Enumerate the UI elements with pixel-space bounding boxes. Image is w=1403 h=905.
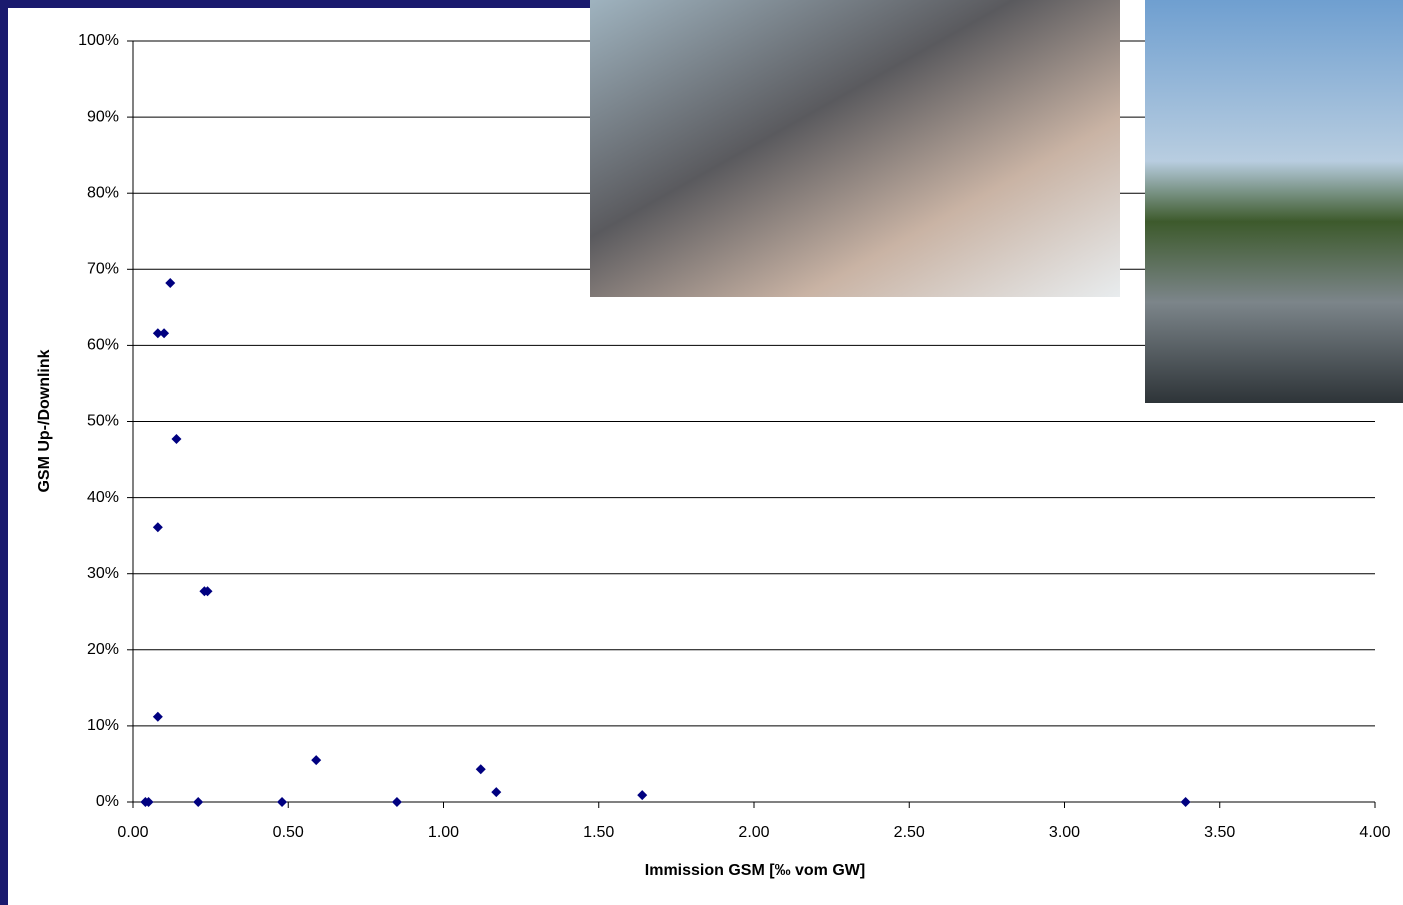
y-tick-label: 20%: [87, 641, 119, 658]
data-point: [202, 586, 213, 597]
y-tick-label: 10%: [87, 717, 119, 734]
data-point: [171, 434, 182, 445]
y-tick-label: 80%: [87, 184, 119, 201]
y-tick-label: 50%: [87, 413, 119, 430]
y-tick-label: 70%: [87, 261, 119, 278]
x-tick-label: 3.00: [1049, 824, 1080, 841]
x-tick-label: 3.50: [1204, 824, 1235, 841]
slide-border: [0, 0, 8, 905]
x-tick-label: 2.00: [738, 824, 769, 841]
x-tick-label: 2.50: [894, 824, 925, 841]
data-point: [475, 764, 486, 775]
data-point: [143, 797, 154, 807]
data-point: [277, 797, 288, 807]
y-axis-title: GSM Up-/Downlink: [36, 349, 53, 492]
data-point: [311, 755, 322, 766]
data-point: [637, 790, 648, 801]
x-tick-label: 0.50: [273, 824, 304, 841]
data-point: [1180, 797, 1191, 807]
data-point: [491, 787, 502, 798]
slide-border: [0, 0, 600, 8]
x-axis-title: Immission GSM [‰ vom GW]: [645, 862, 865, 879]
x-tick-label: 0.00: [117, 824, 148, 841]
x-tick-label: 1.50: [583, 824, 614, 841]
data-point: [152, 522, 163, 533]
y-tick-label: 30%: [87, 565, 119, 582]
data-point: [159, 328, 170, 339]
photo-antenna: [1145, 0, 1403, 403]
photo-phone: [590, 0, 1120, 297]
x-tick-label: 4.00: [1359, 824, 1390, 841]
y-tick-label: 0%: [96, 793, 119, 810]
x-tick-label: 1.00: [428, 824, 459, 841]
data-point: [152, 328, 163, 339]
data-point: [165, 277, 176, 288]
data-point: [193, 797, 204, 807]
y-tick-label: 60%: [87, 337, 119, 354]
y-tick-label: 40%: [87, 489, 119, 506]
y-tick-label: 90%: [87, 108, 119, 125]
y-tick-label: 100%: [78, 32, 119, 49]
data-point: [152, 711, 163, 722]
data-point: [391, 797, 402, 807]
